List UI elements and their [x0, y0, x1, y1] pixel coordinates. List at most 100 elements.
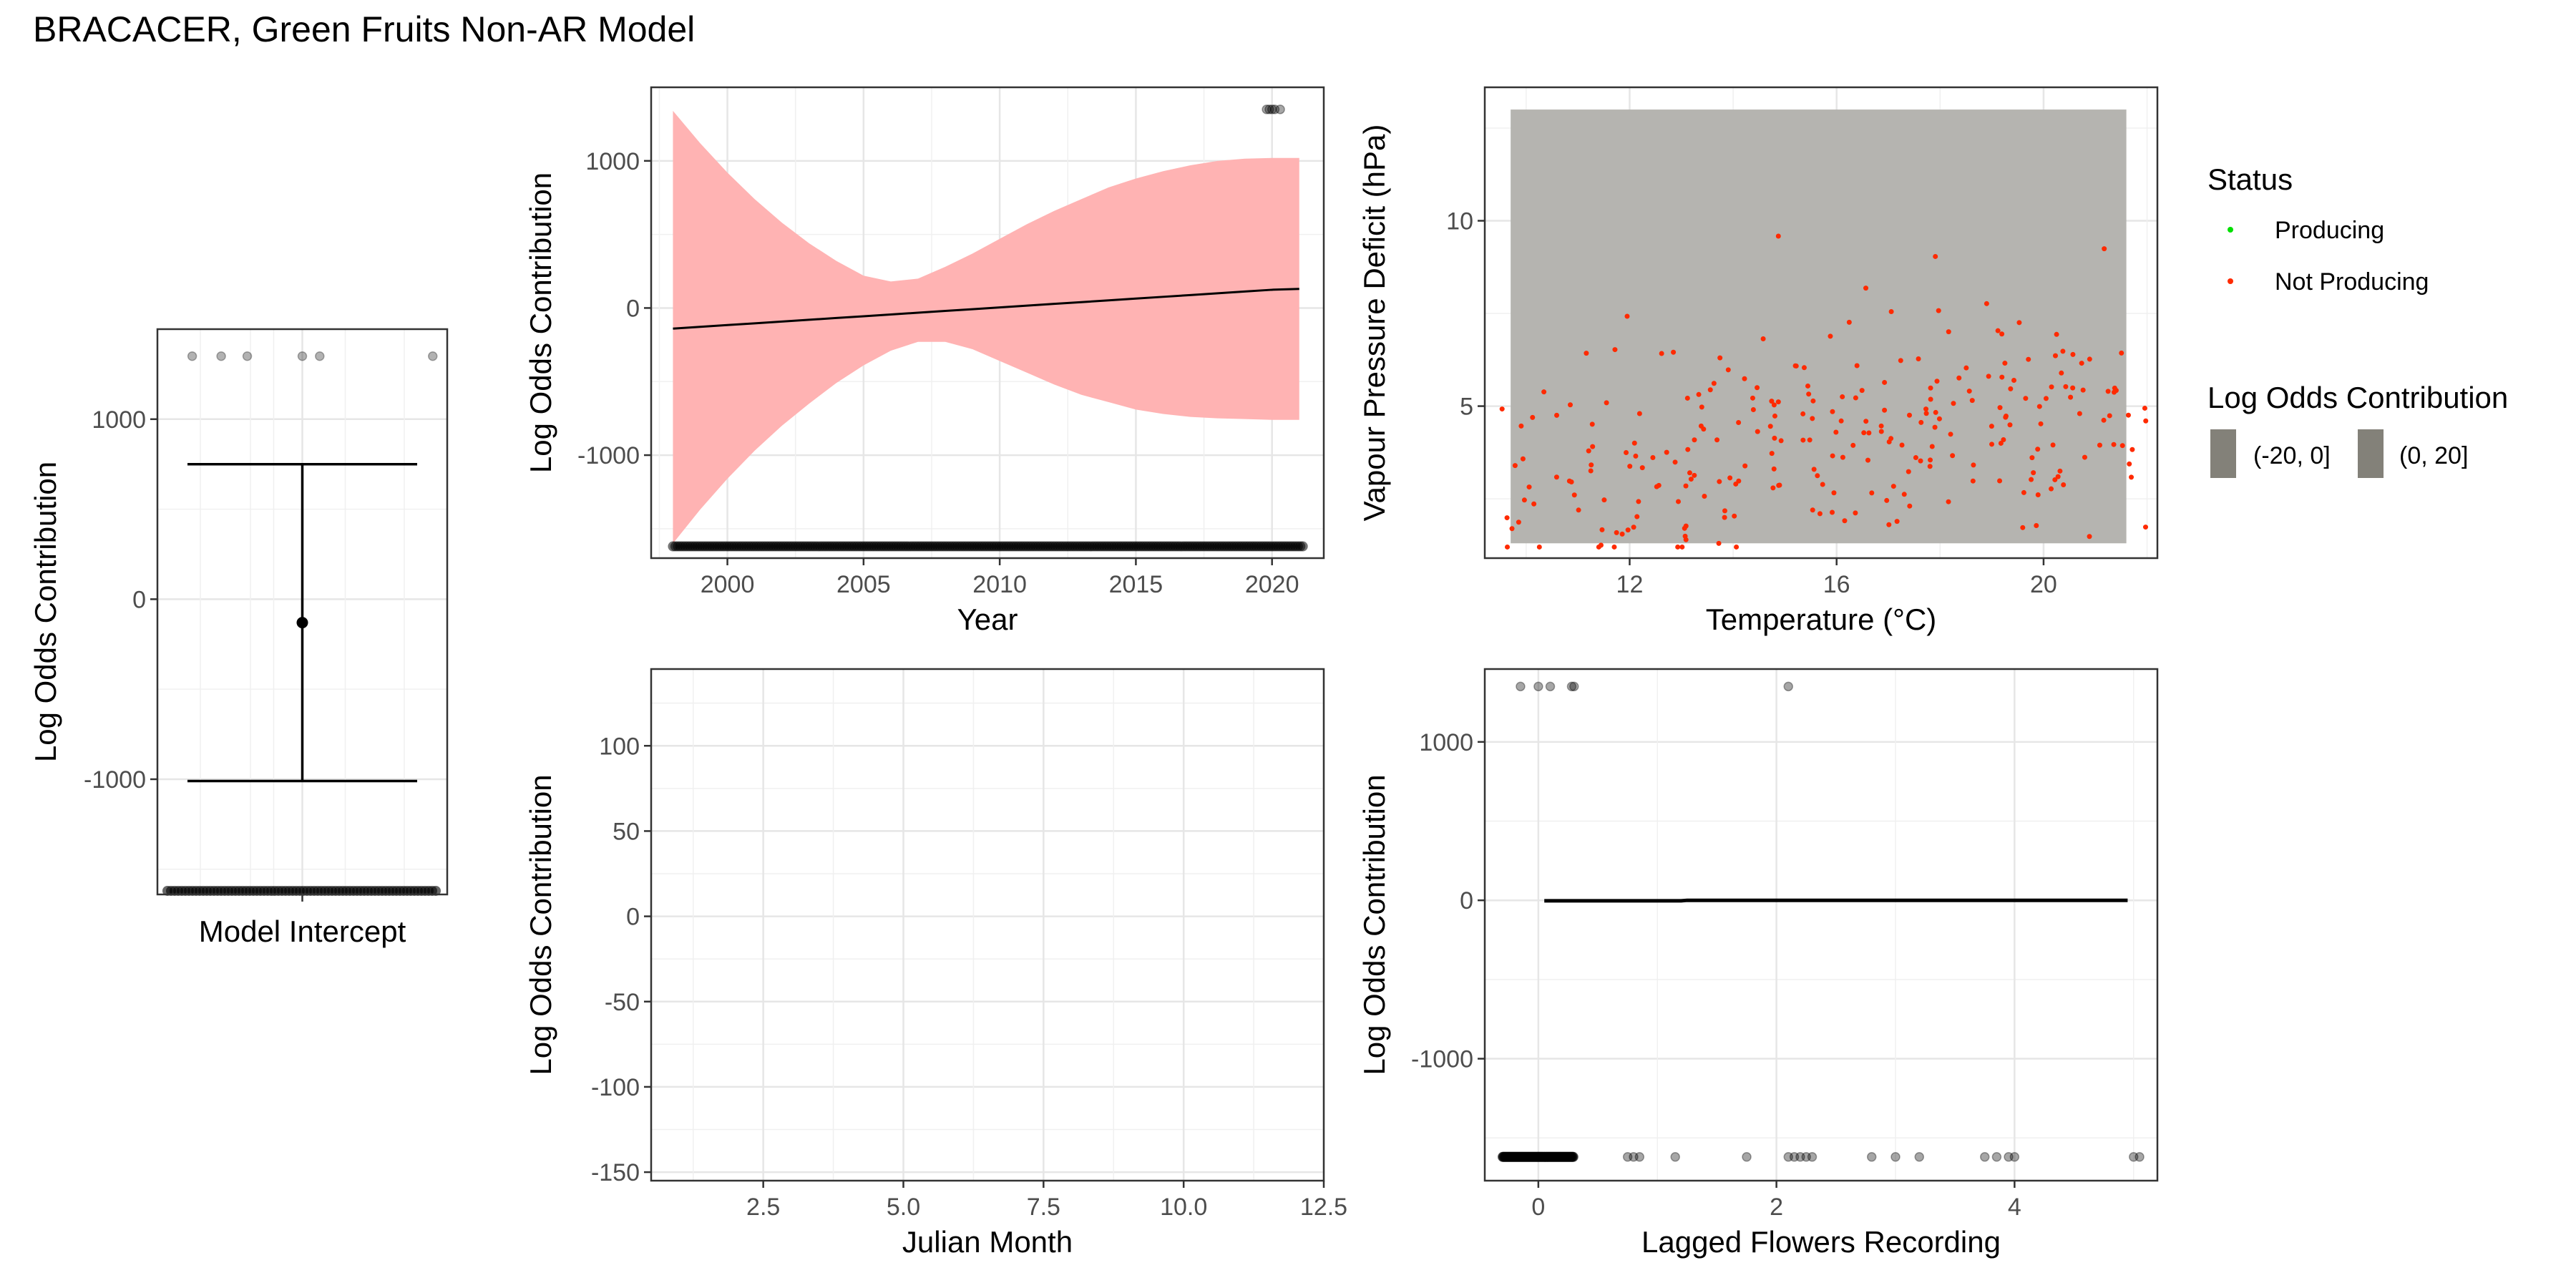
vpd-observation-point	[1664, 449, 1669, 455]
intercept-panel: -1000 0 1000 Model Intercept Log Odds Contri…	[29, 328, 449, 948]
vpd-observation-point	[1619, 531, 1625, 537]
legend-status-title: Status	[2207, 162, 2293, 196]
vpd-observation-point	[2087, 534, 2092, 540]
intercept-y-axis-title: Log Odds Contribution	[29, 462, 62, 762]
intercept-observation-point	[216, 351, 226, 361]
vpd-observation-point	[1963, 365, 1969, 371]
lagged-observation-point	[1634, 1152, 1645, 1162]
vpd-observation-point	[1530, 414, 1536, 420]
vpd-observation-point	[1584, 351, 1589, 356]
vpd-observation-point	[2021, 489, 2026, 495]
vpd-observation-point	[1806, 391, 1812, 397]
vpd-observation-point	[2070, 385, 2076, 391]
intercept-panel-border	[156, 328, 449, 896]
legend-status-label-1: Not Producing	[2275, 268, 2429, 296]
vpd-observation-point	[1916, 356, 1921, 361]
vpd-observation-point	[2112, 389, 2117, 395]
year-x-axis-title: Year	[957, 602, 1018, 636]
vpd-observation-point	[1601, 497, 1607, 503]
year-observation-point	[1264, 104, 1274, 114]
vpd-observation-point	[1509, 526, 1515, 532]
vpd-observation-point	[1588, 468, 1594, 474]
year-panel: -1000 0 1000 2000 2005 2010 2015 2020 Year Log Od…	[524, 86, 1325, 636]
year-confidence-band	[673, 110, 1299, 544]
vpd-observation-point	[1946, 499, 1951, 504]
vpd-observation-point	[1984, 301, 1989, 306]
julian-tick-label-y: -150	[591, 1159, 640, 1186]
legend-fill-label-0: (-20, 0]	[2253, 442, 2331, 469]
vpd-observation-point	[1716, 540, 1722, 546]
lagged-observation-point	[1533, 681, 1543, 692]
vpd-observation-point	[1810, 398, 1816, 404]
vpd-observation-point	[2087, 356, 2092, 362]
vpd-observation-point	[1650, 454, 1656, 460]
vpd-observation-point	[1683, 483, 1689, 489]
vpd-observation-point	[1863, 286, 1869, 291]
vpd-observation-point	[1927, 464, 1933, 469]
vpd-observation-point	[1928, 457, 1933, 463]
vpd-observation-point	[2063, 384, 2069, 389]
vpd-observation-point	[2003, 413, 2009, 419]
lagged-x-axis-title: Lagged Flowers Recording	[1641, 1225, 2001, 1259]
vpd-observation-point	[1598, 542, 1604, 548]
year-panel-border	[650, 86, 1325, 560]
vpd-observation-point	[1516, 519, 1521, 525]
vpd-observation-point	[2031, 470, 2036, 476]
vpd-observation-point	[1805, 383, 1810, 389]
vpd-observation-point	[1842, 518, 1848, 524]
vpd-observation-point	[1711, 381, 1717, 386]
lagged-tick-label-x: 2	[1770, 1194, 1783, 1221]
lagged-observation-point	[2009, 1152, 2020, 1162]
vpd-observation-point	[1590, 444, 1596, 449]
vpd-observation-point	[1869, 490, 1875, 496]
vpd-observation-point	[2036, 404, 2042, 409]
vpd-observation-point	[2035, 447, 2041, 452]
vpd_temp-tick-label-x: 16	[1823, 571, 1850, 598]
vpd-observation-point	[1999, 331, 2005, 337]
lagged-observation-point	[1807, 1152, 1818, 1162]
julian-tick-label-y: -50	[605, 989, 640, 1016]
vpd-observation-point	[1684, 395, 1690, 401]
vpd-observation-point	[1901, 492, 1907, 497]
lagged-observation-point	[1622, 1152, 1633, 1162]
vpd-observation-point	[1817, 511, 1823, 517]
vpd-observation-point	[1571, 492, 1577, 498]
vpd-observation-point	[1833, 429, 1839, 435]
vpd-observation-point	[1840, 394, 1845, 400]
vpd-observation-point	[1948, 431, 1953, 437]
vpd-observation-point	[1853, 510, 1858, 516]
intercept-estimate-point	[296, 617, 308, 629]
julian-tick-label-y: -100	[591, 1074, 640, 1101]
vpd-observation-point	[1878, 429, 1884, 434]
vpd-observation-point	[1742, 463, 1748, 469]
vpd-observation-point	[1742, 376, 1747, 381]
vpd-observation-point	[2129, 474, 2135, 480]
vpd-observation-point	[2023, 396, 2029, 401]
vpd-observation-point	[1776, 482, 1782, 488]
vpd-observation-point	[2055, 474, 2061, 479]
vpd-observation-point	[2060, 348, 2066, 354]
vpd-observation-point	[1717, 355, 1723, 361]
lagged-observation-point	[1742, 1152, 1752, 1162]
vpd-observation-point	[1696, 391, 1702, 397]
vpd-observation-point	[1771, 466, 1777, 472]
vpd-observation-point	[2080, 387, 2086, 393]
vpd-observation-point	[1807, 437, 1813, 443]
vpd-observation-point	[1518, 423, 1524, 429]
vpd-observation-point	[1536, 544, 1542, 550]
lagged-observation-point	[1568, 1151, 1579, 1162]
intercept-observation-point	[187, 351, 197, 361]
intercept-x-axis-title: Model Intercept	[199, 914, 406, 948]
vpd-observation-point	[1828, 333, 1833, 339]
vpd_temp-tick-label-y: 5	[1460, 394, 1473, 421]
vpd-observation-point	[2142, 405, 2147, 411]
lagged-observation-point	[1801, 1152, 1811, 1162]
julian-tick-label-y: 0	[626, 904, 640, 931]
vpd-observation-point	[1853, 395, 1858, 401]
vpd-observation-point	[1750, 395, 1755, 401]
vpd-observation-point	[1541, 389, 1547, 395]
lagged-tick-label-y: 1000	[1419, 729, 1473, 756]
vpd-observation-point	[2035, 492, 2041, 498]
vpd-observation-point	[1878, 423, 1884, 429]
vpd-observation-point	[1692, 437, 1697, 443]
